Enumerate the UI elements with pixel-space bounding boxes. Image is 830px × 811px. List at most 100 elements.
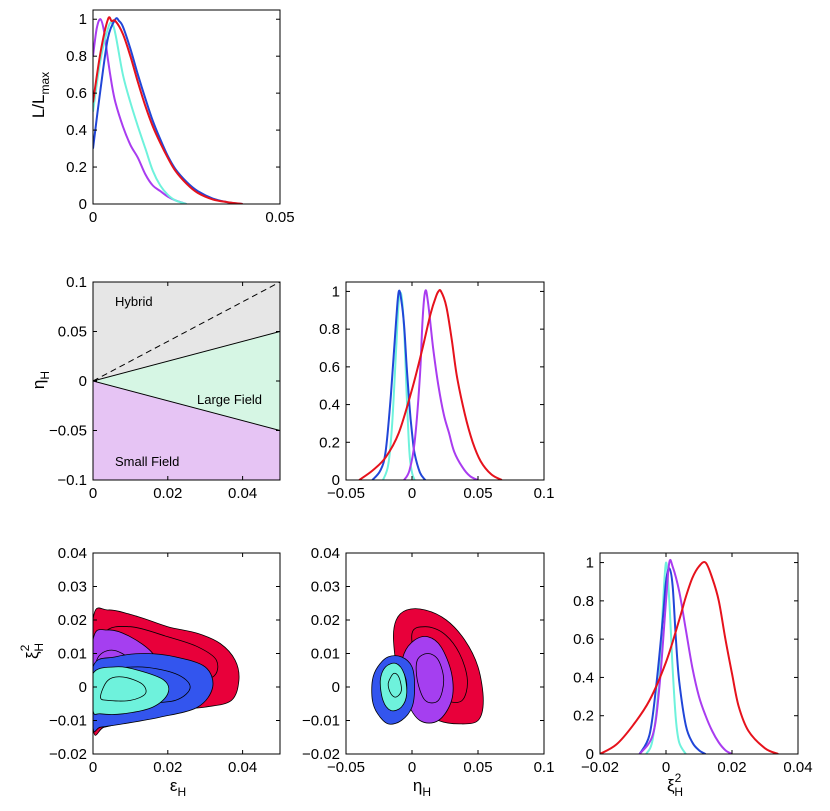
region-label-hybrid: Hybrid <box>115 294 153 309</box>
y-tick-label: −0.05 <box>49 423 87 440</box>
y-tick-label: 0.1 <box>66 274 87 291</box>
y-tick-label: −0.1 <box>57 472 87 489</box>
likelihood-curve-cyan <box>382 291 416 480</box>
contour-95-cyan <box>93 666 170 715</box>
x-tick-label: −0.05 <box>327 485 365 502</box>
axes-frame <box>92 281 281 481</box>
contour-95-cyan <box>379 662 408 712</box>
contour-68-cyan <box>100 676 147 702</box>
x-tick-label: 0 <box>89 759 97 776</box>
large-field-region <box>93 331 280 431</box>
likelihood-curve-red <box>93 16 243 204</box>
y-tick-label: 0.01 <box>311 646 340 663</box>
x-tick-label: 0 <box>89 209 97 226</box>
panel-epsilon-xi-contour: ξ2H εH 0 0.02 0.04 −0.02 −0.01 0 0.01 0.02 0.03 0… <box>18 545 281 799</box>
likelihood-curve-cyan <box>93 21 187 204</box>
y-tick-label: 0.03 <box>58 579 87 596</box>
x-tick-label: 0.1 <box>534 485 555 502</box>
panel-epsilon-likelihood: L/Lmax 0 0.05 0 0.2 0.4 0.6 0.8 1 <box>29 9 295 226</box>
y-tick-label: 0 <box>332 679 340 696</box>
x-tick-label: 0.04 <box>228 485 257 502</box>
plot-area <box>93 607 240 736</box>
x-tick-label: 0.02 <box>717 759 746 776</box>
contour-68-cyan <box>387 672 402 698</box>
y-tick-label: 1 <box>586 555 594 572</box>
axes-frame <box>92 552 281 755</box>
y-tick-label: 0 <box>79 373 87 390</box>
y-tick-label: 0.4 <box>573 669 594 686</box>
ylabel-likelihood: L/Lmax <box>29 72 52 118</box>
plot-area <box>600 558 779 754</box>
plot-area <box>93 16 243 204</box>
ylabel-xi: ξ2H <box>18 643 46 659</box>
y-tick-label: 0.04 <box>311 545 340 562</box>
x-tick-label: 0.05 <box>463 485 492 502</box>
inflation-model-regions <box>93 282 280 480</box>
y-tick-label: 0.02 <box>58 612 87 629</box>
y-tick-label: 0.8 <box>66 48 87 65</box>
y-tick-label: −0.01 <box>49 713 87 730</box>
y-tick-label: 1 <box>332 283 340 300</box>
large-small-boundary <box>93 380 280 431</box>
panel-epsilon-eta-contour: Hybrid Large Field Small Field ηH 0 0.02 0… <box>29 274 281 502</box>
x-tick-label: −0.05 <box>327 759 365 776</box>
small-field-region <box>93 381 280 480</box>
axes-frame <box>345 552 545 755</box>
xlabel-eta: ηH <box>413 776 431 799</box>
region-label-large-field: Large Field <box>197 392 262 407</box>
y-tick-label: 0.2 <box>573 708 594 725</box>
x-tick-label: 0.04 <box>783 759 812 776</box>
y-tick-label: 0.4 <box>319 397 340 414</box>
y-tick-label: −0.01 <box>302 713 340 730</box>
plot-area <box>371 608 484 725</box>
y-tick-label: 0.6 <box>573 631 594 648</box>
hybrid-large-boundary <box>93 331 280 382</box>
likelihood-curve-blue <box>371 289 427 480</box>
axes-frame <box>345 281 545 481</box>
contour-68-purple <box>415 653 445 704</box>
y-tick-label: −0.02 <box>302 746 340 763</box>
y-tick-label: 0.8 <box>319 321 340 338</box>
likelihood-curve-red <box>600 561 779 754</box>
x-tick-label: 0.02 <box>153 485 182 502</box>
xlabel-xi: ξ2 H <box>667 771 683 799</box>
region-label-small-field: Small Field <box>115 454 179 469</box>
x-tick-label: 0.1 <box>534 759 555 776</box>
y-tick-label: 0.6 <box>319 359 340 376</box>
likelihood-curve-purple <box>403 289 479 480</box>
y-tick-label: 0.8 <box>573 593 594 610</box>
likelihood-curve-purple <box>638 558 733 754</box>
axes-frame <box>599 552 799 755</box>
x-tick-label: 0 <box>662 759 670 776</box>
likelihood-curve-blue <box>93 17 243 204</box>
y-tick-label: 0.02 <box>311 612 340 629</box>
y-tick-label: 0 <box>79 679 87 696</box>
y-tick-label: 0 <box>332 472 340 489</box>
y-tick-label: 0.04 <box>58 545 87 562</box>
x-tick-label: −0.02 <box>581 759 619 776</box>
y-tick-label: 0.03 <box>311 579 340 596</box>
y-tick-label: 0 <box>586 746 594 763</box>
y-tick-label: 0.6 <box>66 85 87 102</box>
x-tick-label: 0.05 <box>265 209 294 226</box>
y-tick-label: 0.4 <box>66 122 87 139</box>
y-tick-label: 0.05 <box>58 324 87 341</box>
dashed-divider <box>93 282 280 382</box>
panel-eta-xi-contour: ηH −0.05 0 0.05 0.1 −0.02 −0.01 0 0.01 0.02 0.03 0… <box>302 545 554 799</box>
axes-frame <box>92 9 281 205</box>
likelihood-curve-red <box>358 289 503 480</box>
x-tick-label: 0.02 <box>153 759 182 776</box>
y-tick-label: 0.2 <box>319 434 340 451</box>
y-tick-label: 0.2 <box>66 159 87 176</box>
x-tick-label: 0 <box>89 485 97 502</box>
panel-eta-likelihood: −0.05 0 0.05 0.100.20.40.60.81 <box>319 281 555 502</box>
likelihood-curve-purple <box>93 18 187 204</box>
y-tick-label: 0.01 <box>58 646 87 663</box>
x-tick-label: 0.05 <box>463 759 492 776</box>
xlabel-epsilon: εH <box>170 776 186 799</box>
plot-area <box>358 289 503 480</box>
x-tick-label: 0 <box>408 485 416 502</box>
y-tick-label: 0 <box>79 196 87 213</box>
